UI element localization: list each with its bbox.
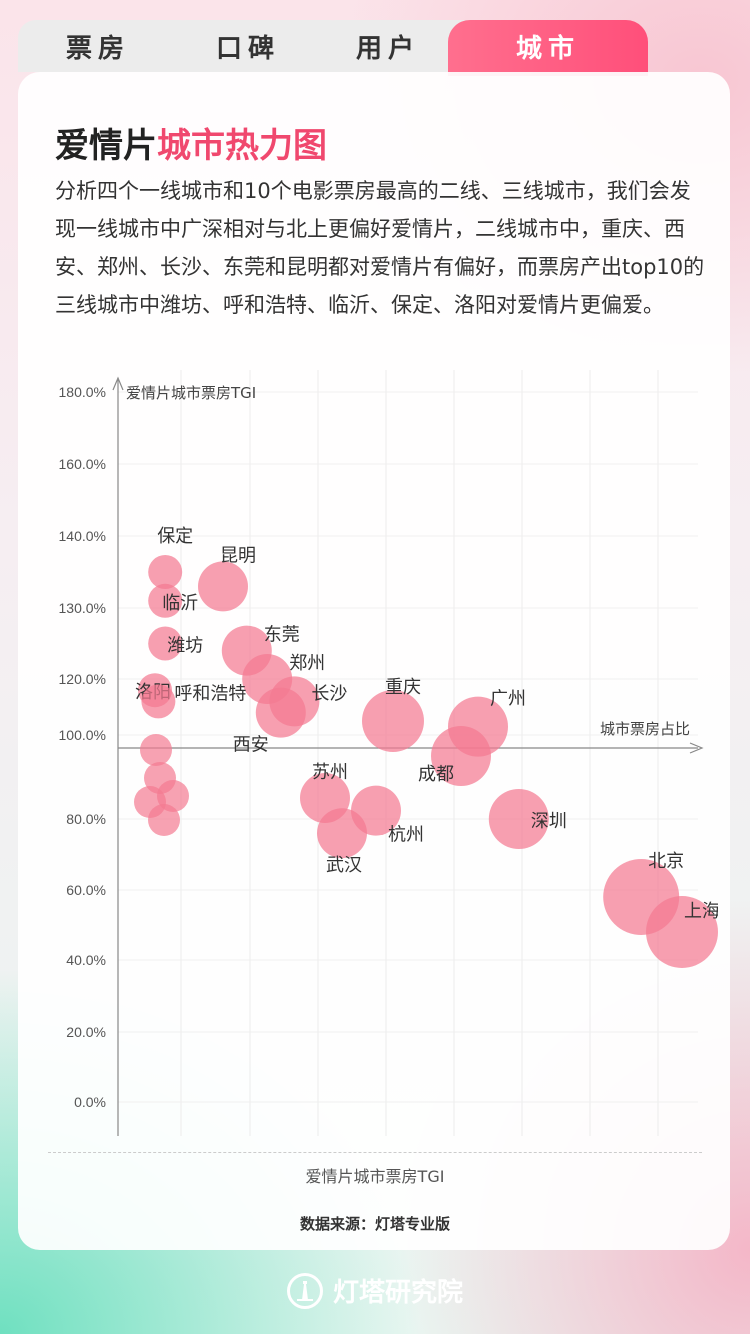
y-tick-label: 80.0% (66, 811, 106, 827)
bottom-axis-title: 爱情片城市票房TGI (305, 1167, 445, 1186)
bubble-label: 上海 (684, 901, 718, 922)
data-source: 数据来源：灯塔专业版 (299, 1215, 450, 1233)
tab-reputation[interactable]: 口碑 (215, 33, 280, 64)
bubble-label: 西安 (233, 735, 269, 756)
bubble-武汉 (317, 808, 367, 859)
logo-text: 灯塔研究院 (332, 1278, 463, 1308)
bubble-label: 杭州 (388, 825, 424, 846)
bubble-label: 临沂 (162, 593, 198, 614)
title-part2: 城市热力图 (157, 126, 327, 166)
bubble-昆明 (198, 561, 248, 612)
y-tick-label: 180.0% (59, 384, 106, 400)
title-part1: 爱情片 (55, 126, 157, 166)
bubble-label: 郑州 (289, 653, 325, 674)
bubble-label: 昆明 (220, 545, 256, 566)
y-tick-label: 0.0% (74, 1094, 106, 1110)
y-tick-label: 40.0% (66, 952, 106, 968)
brand-logo: 灯塔研究院 (0, 1272, 750, 1309)
y-axis-arrow (112, 376, 124, 391)
bubble-label: 北京 (648, 851, 684, 872)
description-text: 分析四个一线城市和10个电影票房最高的二线、三线城市，我们会发现一线城市中广深相… (55, 179, 705, 317)
tab-users[interactable]: 用户 (355, 33, 420, 64)
bubble-临沂 (148, 583, 183, 618)
y-tick-label: 120.0% (59, 671, 106, 687)
bubble-label: 长沙 (311, 683, 347, 704)
bubble-保定 (148, 555, 183, 589)
content-card (18, 72, 730, 1250)
unlabeled-bubble (140, 734, 172, 766)
tab-bg-city (448, 20, 648, 76)
page-title: 爱情片城市热力图 (55, 118, 327, 167)
unlabeled-bubble (157, 780, 189, 812)
y-tick-label: 140.0% (59, 528, 106, 544)
tab-box-office[interactable]: 票房 (65, 33, 130, 64)
bubble-深圳 (488, 789, 549, 849)
y-axis-title: 爱情片城市票房TGI (126, 384, 256, 402)
y-tick-label: 60.0% (66, 882, 106, 898)
bubble-label: 重庆 (385, 677, 421, 698)
x-axis-arrow (689, 742, 704, 754)
y-tick-label: 20.0% (66, 1024, 106, 1040)
divider (48, 1152, 702, 1153)
bubble-呼和浩特 (141, 684, 176, 719)
bubble-重庆 (362, 690, 424, 752)
bubble-成都 (431, 726, 491, 786)
bubble-label: 潍坊 (167, 636, 203, 657)
y-tick-label: 130.0% (59, 600, 106, 616)
bubble-潍坊 (148, 626, 183, 661)
bubble-label: 呼和浩特 (174, 683, 246, 704)
bubble-label: 深圳 (531, 811, 567, 832)
bubble-上海 (646, 896, 718, 968)
y-tick-label: 100.0% (59, 727, 106, 743)
bubble-chart: 180.0% 160.0% 140.0% 130.0% 120.0% 100.0% 80.0… (59, 370, 718, 1136)
tab-bar: 票房 口碑 用户 城市 (18, 20, 730, 76)
y-tick-label: 160.0% (59, 456, 106, 472)
bubble-西安 (255, 687, 306, 738)
lighthouse-icon (286, 1272, 323, 1309)
bubble-label: 成都 (418, 764, 454, 785)
tab-city[interactable]: 城市 (515, 33, 580, 64)
bubble-label: 苏州 (312, 762, 348, 783)
bubble-label: 武汉 (326, 855, 362, 876)
bubble-label: 保定 (157, 526, 193, 547)
bubble-label: 广州 (490, 689, 526, 710)
unlabeled-bubble (148, 804, 180, 836)
bubble-label: 东莞 (264, 625, 300, 646)
x-axis-title: 城市票房占比 (600, 720, 690, 738)
